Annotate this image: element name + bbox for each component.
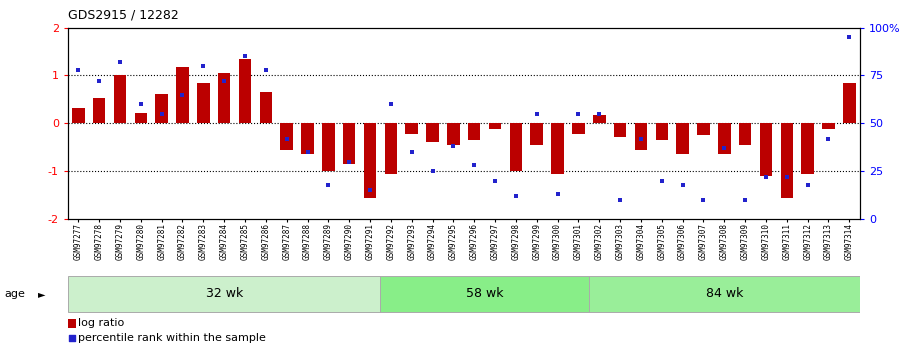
Text: log ratio: log ratio <box>78 318 124 328</box>
Bar <box>68 319 76 328</box>
Point <box>113 59 128 65</box>
Point <box>758 174 773 180</box>
Text: 32 wk: 32 wk <box>205 287 243 300</box>
Text: GDS2915 / 12282: GDS2915 / 12282 <box>68 9 178 22</box>
Point <box>321 182 336 187</box>
Bar <box>738 123 751 145</box>
Point <box>217 78 232 84</box>
Bar <box>380 276 589 312</box>
Point <box>821 136 835 141</box>
Bar <box>93 98 105 123</box>
Point <box>738 197 752 203</box>
Point <box>654 178 669 184</box>
Text: age: age <box>5 289 25 299</box>
Bar <box>197 83 210 123</box>
Bar <box>135 113 147 123</box>
Point <box>300 149 315 155</box>
Bar <box>260 92 272 123</box>
Point <box>363 188 377 193</box>
Point <box>259 67 273 72</box>
Point <box>425 168 440 174</box>
Bar <box>156 93 168 123</box>
Text: 58 wk: 58 wk <box>466 287 503 300</box>
Bar <box>614 123 626 137</box>
Bar <box>759 123 772 176</box>
Bar <box>426 123 439 141</box>
Point <box>155 111 169 117</box>
Bar <box>281 123 293 150</box>
Point <box>779 174 794 180</box>
Point <box>467 163 481 168</box>
Point <box>488 178 502 184</box>
Point <box>238 53 252 59</box>
Bar <box>551 123 564 174</box>
Bar <box>780 123 793 198</box>
Point <box>509 193 523 199</box>
Bar <box>530 123 543 145</box>
Point <box>196 63 211 69</box>
Bar <box>655 123 668 140</box>
Bar <box>322 123 335 171</box>
Bar <box>68 276 380 312</box>
Text: percentile rank within the sample: percentile rank within the sample <box>78 333 266 343</box>
Point <box>384 101 398 107</box>
Bar <box>593 115 605 123</box>
Bar <box>572 123 585 134</box>
Bar <box>802 123 814 174</box>
Text: 84 wk: 84 wk <box>706 287 743 300</box>
Point <box>405 149 419 155</box>
Point <box>800 182 814 187</box>
Point <box>342 159 357 165</box>
Point <box>634 136 648 141</box>
Point <box>529 111 544 117</box>
Bar <box>697 123 710 135</box>
Bar <box>405 123 418 134</box>
Bar <box>343 123 356 164</box>
Bar <box>823 123 834 129</box>
Point <box>696 197 710 203</box>
Bar <box>589 276 860 312</box>
Point <box>92 78 107 84</box>
Bar <box>114 76 126 123</box>
Point <box>717 146 731 151</box>
Point <box>592 111 606 117</box>
Point <box>842 34 856 40</box>
Bar <box>218 73 231 123</box>
Point <box>134 101 148 107</box>
Point <box>446 144 461 149</box>
Bar <box>676 123 689 155</box>
Point <box>280 136 294 141</box>
Bar <box>510 123 522 171</box>
Point <box>613 197 627 203</box>
Bar <box>72 108 84 123</box>
Text: ►: ► <box>38 289 45 299</box>
Point <box>550 191 565 197</box>
Bar <box>468 123 481 140</box>
Bar <box>301 123 314 155</box>
Point <box>675 182 690 187</box>
Point <box>65 335 80 341</box>
Bar <box>718 123 730 155</box>
Bar <box>489 123 501 129</box>
Bar <box>385 123 397 174</box>
Bar <box>447 123 460 145</box>
Bar <box>364 123 376 198</box>
Point <box>71 67 86 72</box>
Bar <box>634 123 647 150</box>
Bar <box>176 67 189 123</box>
Bar <box>239 59 252 123</box>
Point <box>571 111 586 117</box>
Point <box>176 92 190 97</box>
Bar <box>843 83 855 123</box>
